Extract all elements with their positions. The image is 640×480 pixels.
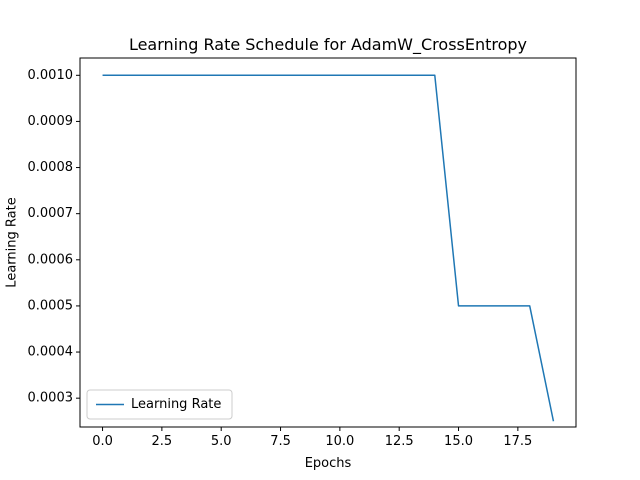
y-tick-label: 0.0007 — [28, 206, 74, 221]
y-tick-label: 0.0003 — [28, 391, 74, 406]
y-tick-label: 0.0010 — [28, 68, 74, 83]
x-axis-label: Epochs — [305, 456, 352, 471]
x-axis: 0.0 2.5 5.0 7.5 10.0 12.5 15.0 17.5 — [92, 427, 532, 449]
x-tick-label: 5.0 — [211, 434, 232, 449]
x-tick-label: 2.5 — [152, 434, 173, 449]
x-tick-label: 0.0 — [92, 434, 113, 449]
chart-title: Learning Rate Schedule for AdamW_CrossEn… — [129, 35, 527, 55]
x-tick-label: 15.0 — [444, 434, 473, 449]
x-tick-label: 7.5 — [270, 434, 291, 449]
y-tick-label: 0.0009 — [28, 114, 74, 129]
y-axis-label: Learning Rate — [5, 197, 20, 287]
y-axis: 0.0003 0.0004 0.0005 0.0006 0.0007 0.0008 0.00… — [28, 68, 80, 406]
legend-box — [86, 389, 233, 420]
y-tick-label: 0.0006 — [28, 252, 74, 267]
x-tick-label: 10.0 — [325, 434, 354, 449]
x-tick-label: 12.5 — [385, 434, 414, 449]
legend: Learning Rate — [86, 389, 233, 420]
legend-label-learning-rate: Learning Rate — [131, 397, 221, 412]
y-tick-label: 0.0008 — [28, 160, 74, 175]
y-tick-label: 0.0005 — [28, 298, 74, 313]
series-layer — [102, 74, 555, 422]
series-line-learning-rate — [102, 74, 555, 422]
plot-area — [79, 57, 577, 428]
x-tick-label: 17.5 — [503, 434, 532, 449]
y-tick-label: 0.0004 — [28, 345, 74, 360]
